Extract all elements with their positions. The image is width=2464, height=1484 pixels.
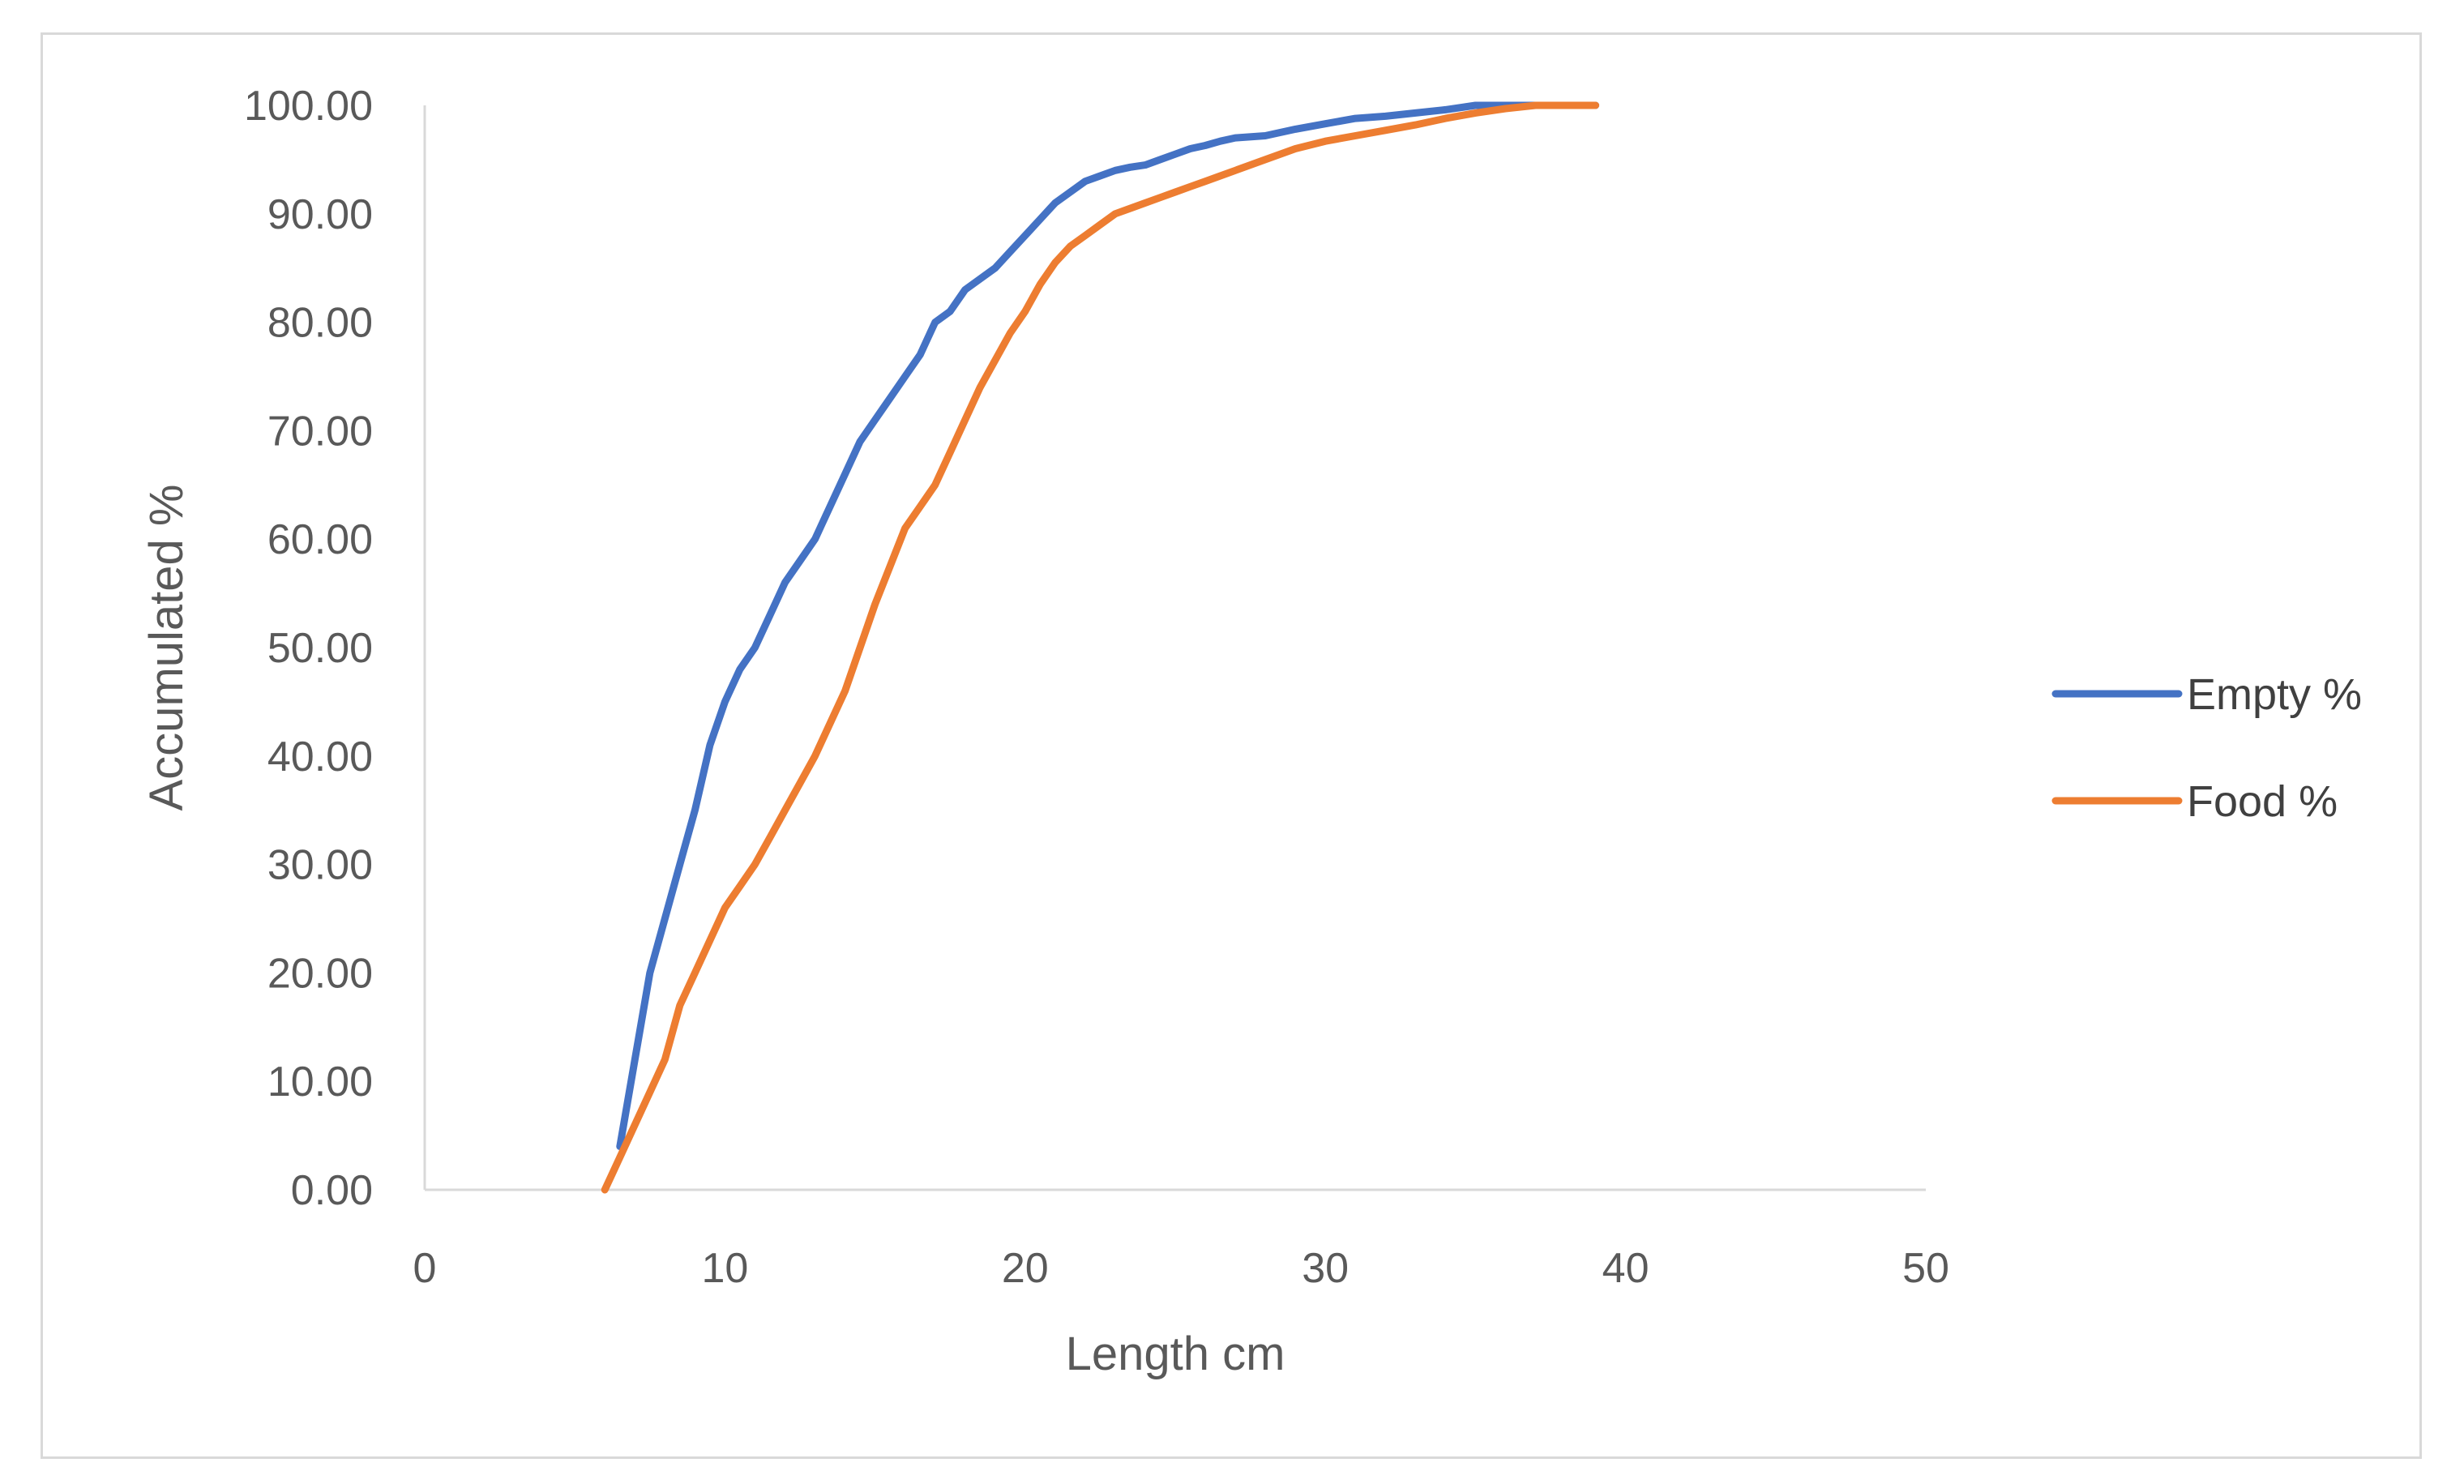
y-tick-label: 60.00 xyxy=(267,516,373,563)
x-tick-label: 0 xyxy=(413,1245,437,1292)
x-tick-label: 40 xyxy=(1602,1245,1649,1292)
y-tick-label: 20.00 xyxy=(267,950,373,997)
y-tick-label: 100.00 xyxy=(244,83,373,130)
series-layer xyxy=(601,101,1600,1194)
x-axis-title: Length cm xyxy=(1066,1328,1285,1380)
x-tick-label: 50 xyxy=(1902,1245,1949,1292)
legend: Empty % Food % xyxy=(2051,670,2362,826)
y-tick-label: 10.00 xyxy=(267,1058,373,1106)
y-axis-ticks: 0.00 10.00 20.00 30.00 40.00 50.00 60.00 70.00 8… xyxy=(244,83,373,1214)
y-tick-label: 0.00 xyxy=(291,1167,373,1214)
y-tick-label: 50.00 xyxy=(267,625,373,672)
plot-area xyxy=(423,105,1926,1191)
legend-label: Empty % xyxy=(2187,670,2362,719)
x-axis-ticks: 0 10 20 30 40 50 xyxy=(413,1245,1949,1292)
y-tick-label: 70.00 xyxy=(267,408,373,455)
y-tick-label: 80.00 xyxy=(267,300,373,347)
series-line-food xyxy=(601,101,1600,1194)
series-line-empty xyxy=(616,101,1600,1150)
legend-label: Food % xyxy=(2187,777,2338,826)
y-axis-title: Accumulated % xyxy=(140,485,193,811)
y-tick-label: 40.00 xyxy=(267,733,373,780)
x-tick-label: 20 xyxy=(1002,1245,1049,1292)
y-tick-label: 90.00 xyxy=(267,191,373,238)
x-tick-label: 30 xyxy=(1302,1245,1349,1292)
x-tick-label: 10 xyxy=(701,1245,748,1292)
chart-frame xyxy=(41,32,2422,1459)
y-tick-label: 30.00 xyxy=(267,842,373,889)
